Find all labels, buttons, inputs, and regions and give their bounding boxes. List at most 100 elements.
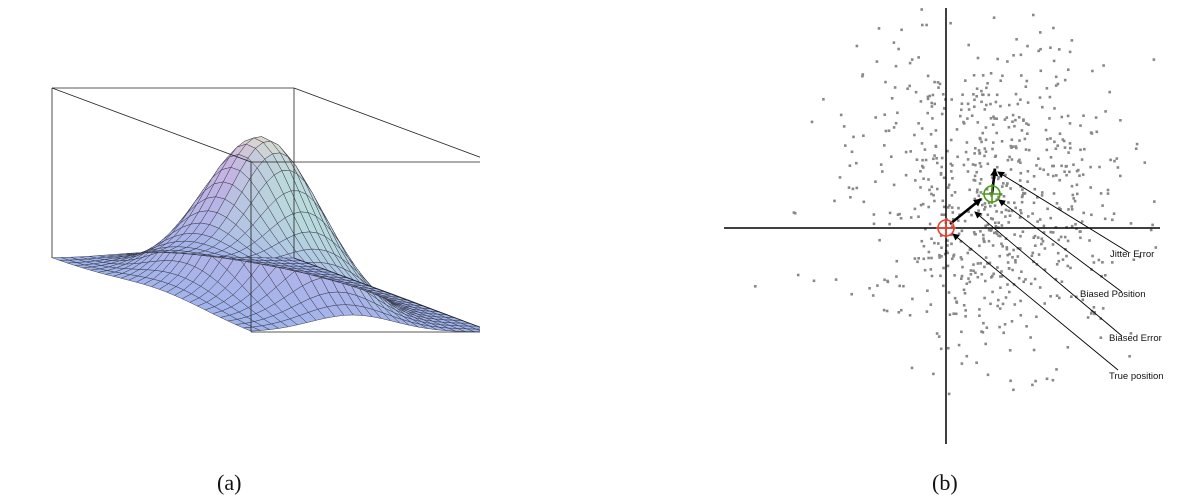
scatter-point	[1043, 268, 1047, 271]
scatter-point	[1026, 180, 1029, 183]
scatter-point	[950, 242, 953, 246]
scatter-point	[978, 152, 981, 155]
scatter-point	[904, 173, 908, 177]
scatter-point	[855, 44, 859, 48]
scatter-point	[995, 210, 998, 213]
scatter-point	[982, 237, 985, 240]
scatter-point	[925, 310, 929, 313]
scatter-point	[1068, 50, 1072, 54]
scatter-point	[951, 211, 955, 214]
scatter-point	[1013, 233, 1016, 236]
scatter-point	[1018, 179, 1022, 182]
scatter-point	[879, 163, 883, 166]
scatter-point	[992, 16, 996, 19]
scatter-point	[946, 206, 950, 209]
scatter-point	[1093, 311, 1096, 314]
scatter-point	[871, 294, 875, 297]
scatter-point	[1003, 118, 1007, 121]
scatter-point	[946, 149, 949, 153]
scatter-point	[1080, 220, 1084, 223]
scatter-point	[895, 259, 899, 263]
scatter-point	[1089, 186, 1092, 189]
scatter-point	[936, 81, 940, 84]
scatter-point	[1019, 247, 1022, 250]
scatter-point	[973, 152, 976, 155]
scatter-point	[943, 252, 947, 256]
scatter-point	[1030, 254, 1034, 258]
scatter-point	[899, 217, 903, 220]
scatter-point	[983, 208, 986, 211]
scatter-point	[999, 234, 1002, 238]
scatter-point	[1007, 267, 1011, 270]
scatter-point	[1132, 258, 1136, 261]
scatter-point	[916, 260, 919, 264]
scatter-point	[1023, 137, 1027, 141]
scatter-point	[953, 274, 956, 277]
scatter-point	[1104, 274, 1107, 277]
scatter-point	[949, 138, 953, 142]
scatter-point	[894, 64, 898, 68]
scatter-point	[894, 121, 898, 125]
scatter-point	[1001, 74, 1004, 78]
scatter-point	[1060, 164, 1063, 168]
scatter-point	[973, 232, 977, 236]
scatter-point	[921, 202, 925, 206]
scatter-point	[1065, 164, 1068, 168]
scatter-point	[955, 128, 959, 131]
scatter-point	[1045, 87, 1049, 90]
scatter-point	[1106, 188, 1110, 192]
scatter-point	[995, 232, 999, 236]
scatter-point	[1113, 159, 1116, 163]
scatter-point	[1039, 31, 1042, 34]
scatter-point	[984, 205, 987, 209]
scatter-point	[861, 73, 865, 76]
scatter-point	[1039, 69, 1043, 73]
scatter-point	[1078, 230, 1082, 233]
scatter-point	[1032, 348, 1036, 352]
scatter-point	[1039, 47, 1042, 51]
scatter-point	[968, 280, 972, 284]
scatter-point	[1065, 254, 1068, 258]
scatter-point	[890, 97, 894, 100]
scatter-point	[1052, 26, 1055, 30]
scatter-point	[972, 178, 976, 182]
scatter-point	[1041, 105, 1044, 109]
scatter-point	[1025, 79, 1029, 83]
scatter-point	[948, 313, 952, 316]
biased-position-leader	[998, 199, 1123, 293]
scatter-point	[952, 312, 955, 315]
scatter-point	[887, 129, 891, 132]
scatter-point	[1014, 118, 1017, 122]
scatter-point	[963, 292, 967, 295]
scatter-point	[1022, 191, 1025, 195]
scatter-point	[1016, 102, 1020, 106]
scatter-point	[1004, 173, 1007, 177]
scatter-point	[960, 330, 963, 334]
scatter-point	[940, 246, 943, 249]
scatter-point	[1007, 221, 1010, 224]
scatter-point	[883, 144, 886, 147]
scatter-point	[1049, 46, 1052, 49]
scatter-point	[1027, 148, 1031, 152]
scatter-point	[1086, 316, 1090, 319]
scatter-point	[1106, 192, 1110, 195]
scatter-point	[1068, 122, 1072, 125]
true-position-marker	[936, 218, 956, 238]
scatter-point	[1058, 296, 1061, 300]
scatter-point	[1040, 194, 1044, 197]
true-position-label: True position	[1109, 371, 1164, 382]
scatter-point	[982, 233, 985, 237]
scatter-point	[950, 98, 953, 101]
scatter-point	[1082, 114, 1085, 117]
scatter-point	[988, 261, 992, 265]
scatter-point	[966, 102, 970, 106]
scatter-point	[1005, 246, 1009, 249]
scatter-point	[930, 256, 933, 260]
scatter-point	[982, 239, 986, 243]
scatter-point	[962, 288, 966, 292]
scatter-point	[1063, 78, 1067, 82]
scatter-point	[926, 95, 930, 99]
scatter-point	[974, 271, 977, 275]
scatter-point	[950, 206, 954, 209]
scatter-point	[987, 93, 991, 97]
